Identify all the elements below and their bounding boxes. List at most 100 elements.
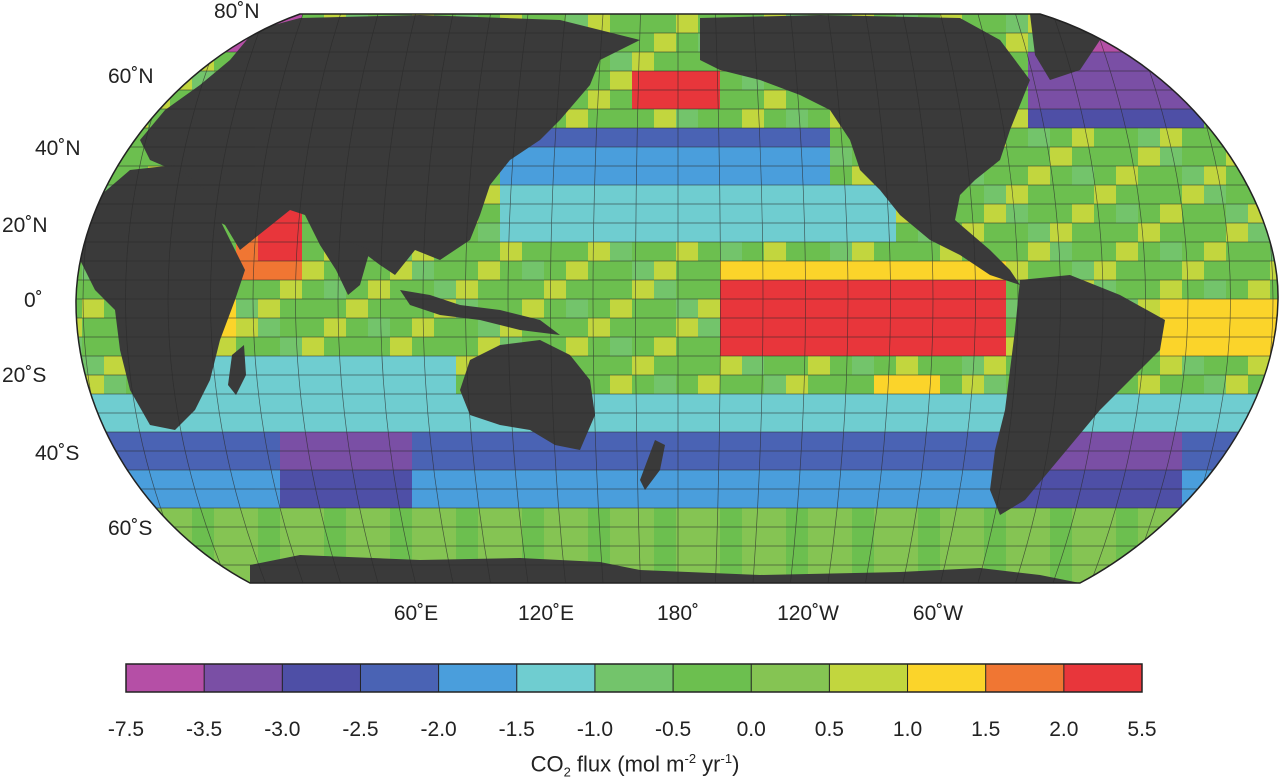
flux-cell: [302, 451, 325, 471]
flux-cell: [720, 71, 743, 91]
flux-cell: [1138, 451, 1161, 471]
flux-cell: [236, 318, 259, 338]
flux-cell: [1094, 90, 1117, 110]
flux-cell: [720, 147, 743, 167]
flux-cell: [1160, 261, 1183, 281]
flux-cell: [1270, 185, 1279, 205]
flux-cell: [1072, 242, 1095, 262]
flux-cell: [368, 337, 391, 357]
flux-cell: [434, 508, 457, 528]
flux-cell: [984, 223, 1007, 243]
flux-cell: [1006, 242, 1029, 262]
flux-cell: [412, 375, 435, 395]
flux-cell: [720, 318, 743, 338]
flux-cell: [764, 223, 787, 243]
flux-cell: [75, 109, 83, 129]
flux-cell: [390, 337, 413, 357]
flux-cell: [676, 432, 699, 452]
flux-cell: [1182, 128, 1205, 148]
flux-cell: [632, 71, 655, 91]
flux-cell: [720, 375, 743, 395]
flux-cell: [852, 223, 875, 243]
flux-cell: [786, 394, 809, 414]
flux-cell: [874, 546, 897, 566]
flux-cell: [610, 451, 633, 471]
flux-cell: [566, 337, 589, 357]
flux-cell: [1204, 318, 1227, 338]
flux-cell: [214, 527, 237, 547]
flux-cell: [764, 204, 787, 224]
flux-cell: [698, 166, 721, 186]
flux-cell: [830, 204, 853, 224]
flux-cell: [1270, 451, 1279, 471]
flux-cell: [170, 508, 193, 528]
flux-cell: [632, 280, 655, 300]
graticule-meridian: [1090, 14, 1146, 583]
flux-cell: [1204, 489, 1227, 509]
flux-cell: [610, 280, 633, 300]
flux-cell: [1204, 337, 1227, 357]
flux-cell: [1006, 147, 1029, 167]
flux-cell: [1248, 166, 1271, 186]
flux-cell: [1248, 546, 1271, 566]
flux-cell: [896, 451, 919, 471]
flux-cell: [1050, 546, 1073, 566]
flux-cell: [214, 413, 237, 433]
flux-cell: [258, 280, 281, 300]
flux-cell: [412, 489, 435, 509]
flux-cell: [1248, 280, 1271, 300]
flux-cell: [104, 413, 127, 433]
flux-cell: [368, 299, 391, 319]
flux-cell: [522, 242, 545, 262]
flux-cell: [940, 432, 963, 452]
flux-cell: [1072, 261, 1095, 281]
flux-cell: [1138, 280, 1161, 300]
flux-cell: [698, 546, 721, 566]
flux-cell: [896, 375, 919, 395]
flux-cell: [742, 109, 765, 129]
flux-cell: [368, 318, 391, 338]
flux-cell: [236, 299, 259, 319]
flux-cell: [984, 204, 1007, 224]
flux-cell: [1226, 33, 1249, 53]
flux-cell: [258, 261, 281, 281]
colorbar-tick-label: -1.5: [498, 718, 535, 741]
flux-cell: [1204, 413, 1227, 433]
flux-cell: [456, 527, 479, 547]
flux-cell: [1182, 33, 1205, 53]
flux-cell: [302, 413, 325, 433]
flux-cell: [302, 432, 325, 452]
flux-cell: [610, 508, 633, 528]
flux-cell: [236, 413, 259, 433]
flux-cell: [1182, 470, 1205, 490]
graticule-meridian: [295, 14, 341, 583]
flux-cell: [984, 356, 1007, 376]
flux-cell: [390, 527, 413, 547]
land-madagascar: [228, 345, 246, 395]
flux-cell: [1182, 280, 1205, 300]
flux-cell: [918, 299, 941, 319]
flux-cell: [632, 375, 655, 395]
flux-cell: [258, 489, 281, 509]
flux-cell: [148, 90, 171, 110]
flux-cell: [830, 375, 853, 395]
flux-cell: [1072, 451, 1095, 471]
flux-cell: [434, 318, 457, 338]
flux-cell: [170, 432, 193, 452]
flux-cell: [544, 242, 567, 262]
flux-cell: [830, 185, 853, 205]
flux-cell: [588, 223, 611, 243]
flux-cell: [786, 318, 809, 338]
flux-cell: [170, 33, 193, 53]
flux-cell: [1248, 451, 1271, 471]
flux-cell: [676, 413, 699, 433]
flux-cell: [786, 109, 809, 129]
flux-cell: [1204, 508, 1227, 528]
colorbar-tick-label: 0.0: [736, 718, 766, 741]
flux-cell: [808, 470, 831, 490]
flux-cell: [918, 489, 941, 509]
flux-cell: [302, 527, 325, 547]
flux-cell: [170, 565, 193, 583]
flux-cell: [302, 318, 325, 338]
flux-cell: [434, 261, 457, 281]
